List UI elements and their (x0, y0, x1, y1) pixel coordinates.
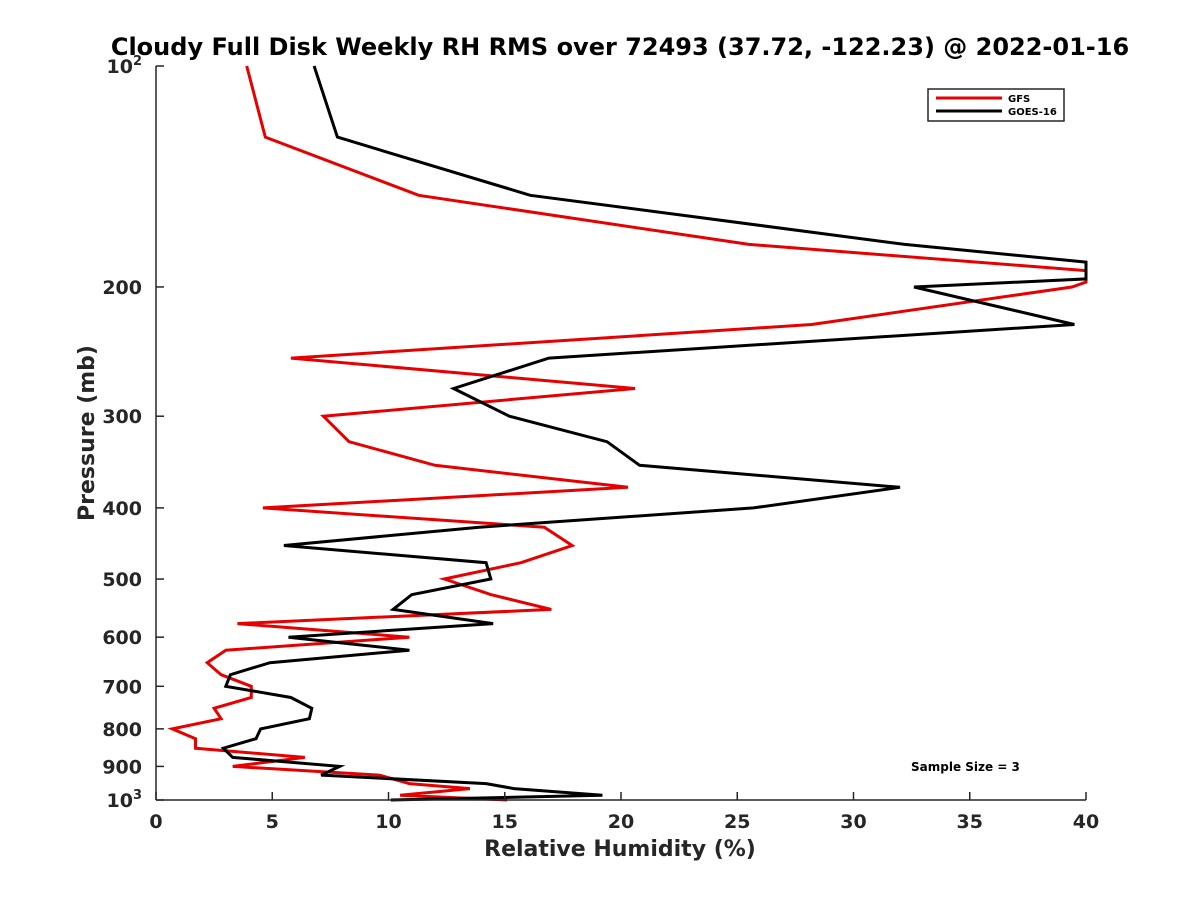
y-tick-label: 400 (102, 498, 142, 520)
y-tick-label: 600 (102, 627, 142, 649)
plot-lines (167, 65, 1088, 802)
x-ticks: 0 5 10 15 20 25 30 35 40 (149, 792, 1099, 833)
y-tick-label: 700 (102, 676, 142, 698)
y-tick-label: 300 (102, 406, 142, 428)
series-line-gfs (167, 65, 1088, 802)
x-tick-label: 25 (724, 811, 750, 833)
legend-label: GFS (1008, 94, 1030, 105)
y-axis-label: Pressure (mb) (75, 345, 100, 521)
y-tick-label: 900 (102, 756, 142, 778)
y-ticks: 102 200 300 400 500 600 700 800 900 103 (102, 54, 164, 812)
axes (155, 66, 1086, 801)
y-tick-label: 800 (102, 719, 142, 741)
x-axis-label: Relative Humidity (%) (484, 837, 756, 862)
x-tick-label: 15 (492, 811, 518, 833)
legend: GFS GOES-16 (927, 88, 1065, 122)
x-tick-label: 20 (608, 811, 634, 833)
x-tick-label: 10 (375, 811, 401, 833)
series-line-goes-16 (220, 65, 1088, 802)
y-tick-label: 500 (102, 569, 142, 591)
x-tick-label: 5 (266, 811, 279, 833)
x-tick-label: 0 (149, 811, 162, 833)
x-tick-label: 30 (840, 811, 866, 833)
sample-size-annotation: Sample Size = 3 (911, 760, 1020, 774)
y-tick-label: 102 (107, 54, 143, 78)
legend-label: GOES-16 (1008, 107, 1057, 118)
chart-title: Cloudy Full Disk Weekly RH RMS over 7249… (111, 33, 1129, 61)
x-tick-label: 35 (957, 811, 983, 833)
y-tick-label: 200 (102, 277, 142, 299)
x-tick-label: 40 (1073, 811, 1099, 833)
y-tick-label: 103 (107, 788, 143, 812)
legend-box (927, 88, 1065, 122)
